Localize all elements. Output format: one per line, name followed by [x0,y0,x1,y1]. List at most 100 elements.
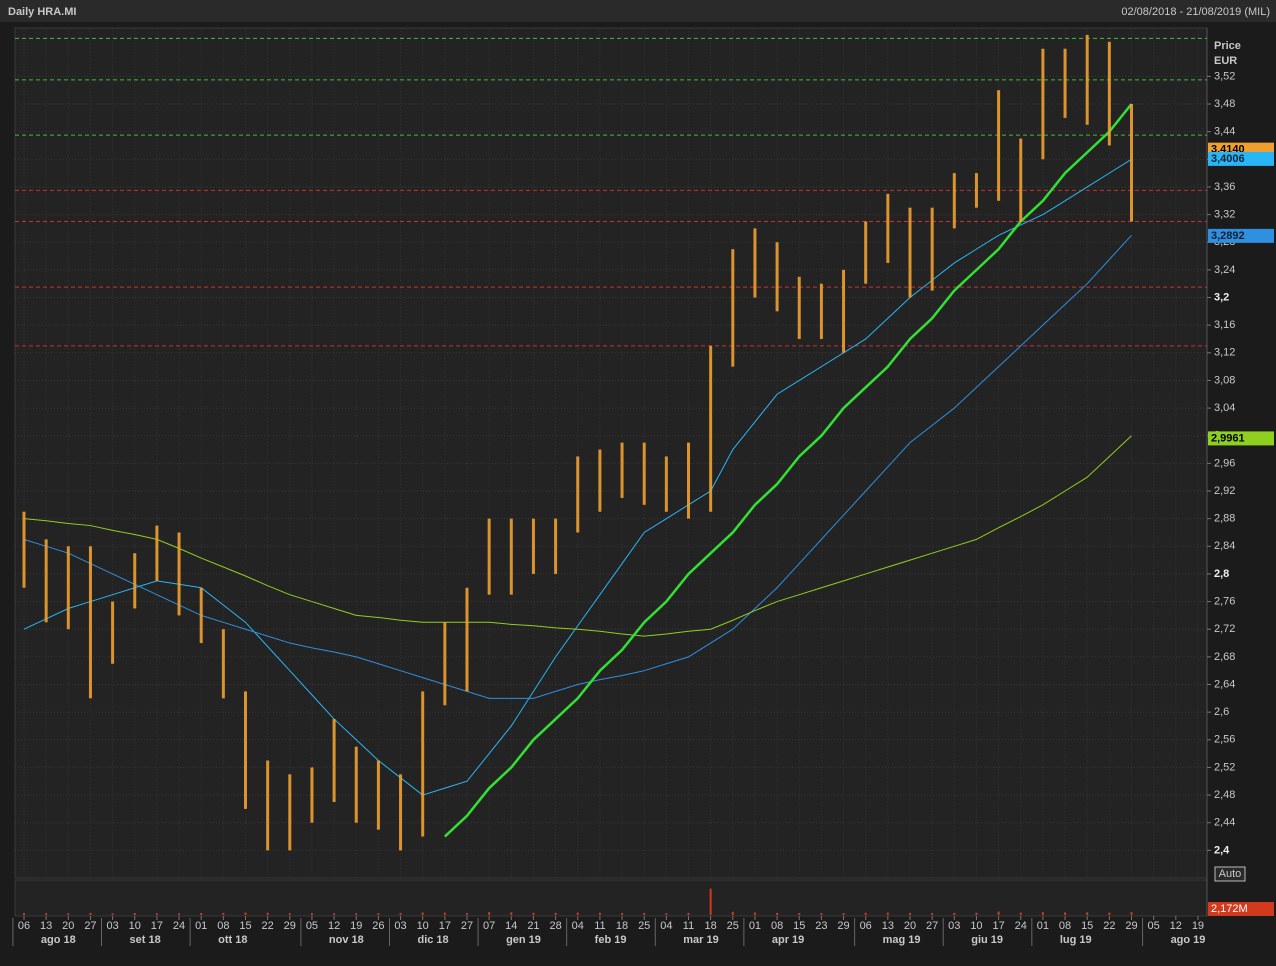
price-bar [930,207,934,291]
chart-subtitle: 02/08/2018 - 21/08/2019 (MIL) [1121,6,1270,18]
price-bar [687,442,690,519]
volume-bar [953,912,956,915]
volume-bar [399,912,402,915]
y-tick-label: 2,76 [1214,595,1235,607]
price-bar [753,228,757,298]
volume-area [14,879,1208,917]
volume-bar [532,912,535,915]
price-bar [399,774,403,851]
auto-button[interactable] [1214,866,1246,882]
ma-line [23,435,1132,637]
volume-bar [886,912,889,915]
x-tick-label: 17 [992,920,1004,932]
volume-bar [377,913,380,915]
price-bar [221,629,225,699]
x-tick-label: 20 [62,920,74,932]
month-label: giu 19 [971,934,1003,946]
month-label: set 18 [130,934,161,946]
volume-bar [621,913,624,915]
x-tick-label: 03 [394,920,406,932]
x-tick-label: 03 [106,920,118,932]
volume-bar [842,913,845,915]
volume-bar [931,913,934,915]
x-tick-label: 11 [683,920,694,932]
price-bar [1085,34,1089,125]
volume-bar [155,913,158,915]
volume-bar [731,911,734,915]
price-bar [244,691,247,809]
x-tick-label: 27 [84,920,96,932]
y-tick-label: 3,08 [1214,374,1235,386]
x-tick-label: 07 [483,920,495,932]
x-tick-label: 25 [638,920,650,932]
price-bar [642,442,646,505]
y-tick-label: 3,2 [1214,291,1229,303]
x-tick-label: 05 [1148,920,1160,932]
price-tag-label: 3,2892 [1211,230,1245,242]
volume-bar [288,913,291,915]
price-bar [531,518,535,574]
price-bar [155,525,159,581]
volume-bar [510,912,513,915]
price-bar [664,456,668,512]
month-label: dic 18 [417,934,448,946]
volume-bar [1064,912,1067,915]
x-tick-label: 28 [549,920,561,932]
y-tick-label: 2,84 [1214,540,1235,552]
volume-bar [111,913,114,915]
price-bar [310,767,314,823]
x-tick-label: 17 [151,920,163,932]
x-tick-label: 10 [129,920,141,932]
month-label: lug 19 [1060,934,1092,946]
price-bar [133,553,137,609]
volume-bar [23,913,25,915]
price-tag [1208,431,1274,446]
plot-area [14,27,1208,879]
price-bar [819,283,823,339]
y-tick-label: 3,04 [1214,402,1235,414]
price-bar [974,173,978,208]
price-bar [598,449,602,512]
volume-bar [488,912,491,915]
x-tick-label: 08 [217,920,229,932]
ma-line [443,103,1133,838]
price-bar [177,532,181,616]
price-bar [576,456,580,533]
price-bar [886,193,890,263]
price-bar [864,221,868,284]
month-label: ago 19 [1171,934,1206,946]
x-tick-label: 23 [815,920,827,932]
y-tick-label: 3,44 [1214,126,1235,138]
x-tick-label: 27 [461,920,473,932]
x-tick-label: 24 [173,920,185,932]
volume-bar [687,912,690,915]
chart-title: Daily HRA.MI [8,6,76,18]
volume-bar [443,912,446,915]
y-tick-label: 2,52 [1214,761,1235,773]
x-tick-label: 15 [793,920,805,932]
volume-bar [554,912,557,915]
price-bar [620,442,624,498]
x-tick-label: 05 [306,920,318,932]
price-bar [731,249,735,367]
x-tick-label: 19 [1192,920,1204,932]
x-tick-label: 14 [505,920,517,932]
y-axis-unit: EUR [1214,55,1237,67]
volume-bar [466,913,468,915]
volume-bar [753,912,756,915]
ma-line [23,158,1132,796]
price-bar [288,774,292,851]
y-axis-label: Price [1214,40,1241,52]
x-tick-label: 15 [239,920,251,932]
y-tick-label: 2,64 [1214,678,1235,690]
month-label: mag 19 [883,934,921,946]
x-tick-label: 04 [572,920,584,932]
month-label: ago 18 [41,934,76,946]
y-tick-label: 3,32 [1214,208,1235,220]
auto-button-label[interactable]: Auto [1219,868,1242,880]
month-label: mar 19 [683,934,718,946]
price-bar [44,539,48,623]
price-bar [443,622,447,706]
volume-bar [909,912,911,915]
volume-bar [1108,912,1111,915]
